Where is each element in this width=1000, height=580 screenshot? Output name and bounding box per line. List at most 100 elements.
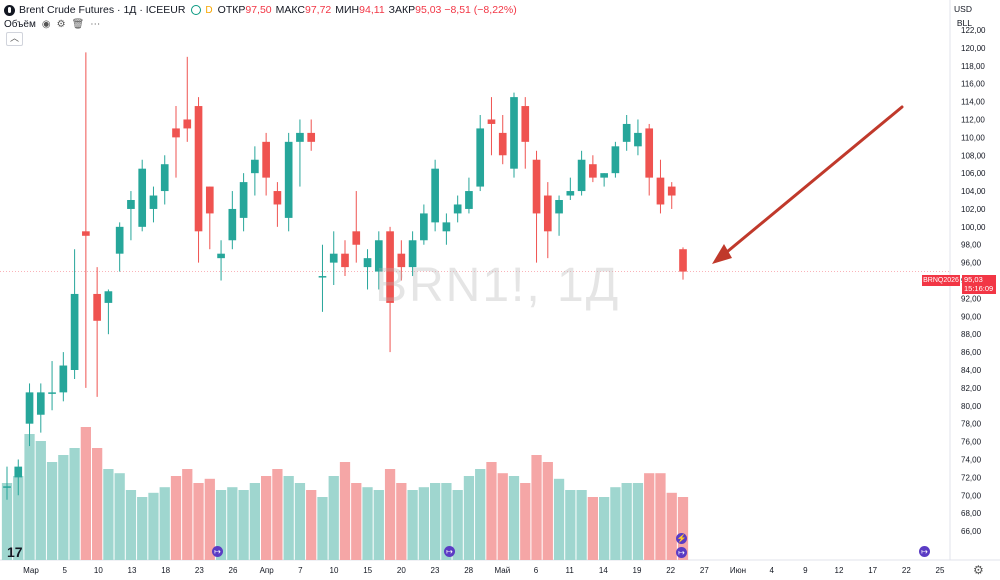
price-tick-label: 114,00 [961, 98, 985, 107]
volume-bar [92, 448, 103, 560]
event-marker-icon[interactable]: ↦ [212, 546, 223, 557]
candle-body [284, 141, 293, 218]
volume-bar [384, 469, 396, 560]
price-tick-label: 78,00 [961, 420, 982, 429]
trash-icon[interactable]: 🗑 [71, 18, 85, 30]
volume-bar [486, 462, 497, 560]
candle-body [82, 231, 90, 236]
symbol-title[interactable]: Brent Crude Futures · 1Д · ICEEUR [19, 4, 186, 16]
candle-body [352, 231, 361, 245]
settings-icon[interactable]: ⚙ [56, 18, 66, 30]
time-tick-label: 11 [566, 566, 575, 575]
time-tick-label: 5 [62, 566, 67, 575]
candle-body [645, 128, 654, 178]
candle-body [408, 240, 417, 268]
candle-body [115, 226, 124, 254]
candle-body [273, 191, 282, 205]
volume-bar [215, 490, 227, 560]
low-value: 94,11 [359, 4, 385, 16]
volume-bar [553, 478, 565, 560]
time-tick-label: Апр [260, 566, 275, 575]
volume-bar [441, 483, 452, 560]
candle-body [59, 365, 68, 393]
unit-label[interactable]: BLL [956, 18, 972, 28]
candle-body [667, 186, 676, 196]
event-marker-icon[interactable]: ↦ [444, 546, 455, 557]
volume-bar [114, 473, 125, 560]
symbol-header: Brent Crude Futures · 1Д · ICEEUR D ОТКР… [4, 2, 521, 18]
volume-bar [294, 483, 306, 560]
candle-body [521, 106, 530, 142]
volume-bar [576, 490, 587, 560]
event-marker-icon[interactable]: ↦ [919, 546, 930, 557]
time-tick-label: 23 [431, 566, 440, 575]
price-tick-label: 122,00 [961, 26, 986, 35]
contract-tag: BRNQ2026 [922, 275, 960, 286]
time-tick-label: 20 [397, 566, 406, 575]
time-tick-label: 28 [464, 566, 473, 575]
price-tick-label: 84,00 [961, 366, 982, 375]
volume-bar [306, 490, 317, 560]
volume-bar [193, 483, 204, 560]
volume-bar [475, 469, 486, 560]
time-tick-label: 6 [534, 566, 539, 575]
price-tick-label: 112,00 [961, 115, 985, 124]
volume-bar [46, 462, 58, 560]
candle-body [318, 276, 327, 278]
price-tick-label: 118,00 [961, 62, 985, 71]
candle-body [420, 213, 428, 241]
countdown-time: 15:16:09 [964, 284, 994, 293]
high-label: МАКС [275, 4, 305, 16]
time-tick-label: Май [494, 566, 510, 575]
volume-bar [137, 497, 148, 560]
candle-body [487, 119, 496, 124]
price-tick-label: 108,00 [961, 151, 986, 160]
volume-bar [452, 490, 463, 560]
tradingview-logo-icon[interactable]: 17 [7, 544, 23, 560]
volume-bar [227, 487, 238, 560]
currency-label[interactable]: USD [954, 4, 972, 14]
price-tick-label: 80,00 [961, 402, 982, 411]
price-tick-label: 92,00 [961, 294, 982, 303]
volume-bar [58, 455, 69, 560]
annotation-arrow [720, 105, 904, 258]
chart-settings-icon[interactable]: ⚙ [973, 563, 984, 577]
candle-body [656, 177, 665, 205]
volume-bar [249, 483, 260, 560]
volume-bar [677, 497, 689, 560]
last-price-tag: 95,03 15:16:09 [962, 275, 996, 294]
eye-icon[interactable]: ◉ [41, 18, 51, 30]
volume-bar [328, 476, 339, 560]
event-marker-icon[interactable]: ↦ [676, 547, 687, 558]
volume-bar [407, 490, 418, 560]
more-icon[interactable]: ⋯ [90, 18, 101, 30]
volume-bar [182, 469, 193, 560]
candle-body [622, 123, 631, 142]
time-tick-label: 27 [700, 566, 709, 575]
collapse-legend-button[interactable]: ︿ [6, 32, 23, 46]
time-tick-label: 19 [633, 566, 642, 575]
lightning-icon[interactable]: ⚡ [676, 533, 687, 544]
candle-body [679, 249, 687, 272]
candle-body [589, 164, 597, 178]
volume-bar [362, 487, 373, 560]
brent-logo-icon [4, 4, 15, 16]
price-tick-label: 86,00 [961, 348, 982, 357]
time-tick-label: 4 [769, 566, 774, 575]
time-tick-label: 7 [298, 566, 303, 575]
volume-bar [69, 448, 80, 560]
time-tick-label: 22 [902, 566, 911, 575]
price-tick-label: 102,00 [961, 205, 986, 214]
volume-bar [655, 473, 666, 560]
close-label: ЗАКР [388, 4, 416, 16]
candle-body [14, 466, 23, 478]
candle-body [510, 97, 518, 169]
time-tick-label: 10 [330, 566, 339, 575]
price-tick-label: 96,00 [961, 259, 982, 268]
volume-bar [1, 483, 13, 560]
volume-bar [418, 487, 429, 560]
time-tick-label: Мар [23, 566, 39, 575]
time-tick-label: 26 [229, 566, 238, 575]
